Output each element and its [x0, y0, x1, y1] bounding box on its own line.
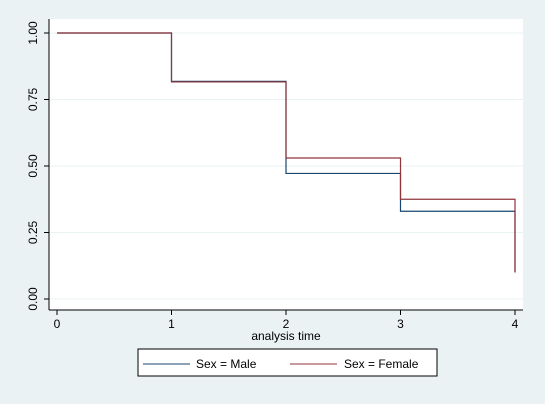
x-tick-label: 0	[54, 317, 61, 331]
y-tick-label: 0.75	[26, 87, 40, 111]
x-tick-label: 1	[168, 317, 175, 331]
series-group	[57, 32, 516, 273]
x-axis: 0 1 2 3 4	[49, 309, 523, 331]
series-line-female	[57, 32, 516, 273]
y-tick-label: 0.25	[26, 220, 40, 244]
y-tick-label: 1.00	[26, 21, 40, 45]
x-tick-label: 3	[397, 317, 404, 331]
x-axis-label: analysis time	[251, 329, 321, 343]
legend-label-female: Sex = Female	[344, 357, 419, 371]
legend-label-male: Sex = Male	[196, 357, 257, 371]
legend-box	[137, 348, 438, 377]
y-tick-label: 0.50	[26, 154, 40, 178]
y-axis: 0.00 0.25 0.50 0.75 1.00	[26, 19, 50, 311]
x-tick-label: 2	[283, 317, 290, 331]
x-tick-label: 4	[512, 317, 519, 331]
y-tick-label: 0.00	[26, 287, 40, 311]
legend: Sex = Male Sex = Female	[137, 348, 438, 377]
